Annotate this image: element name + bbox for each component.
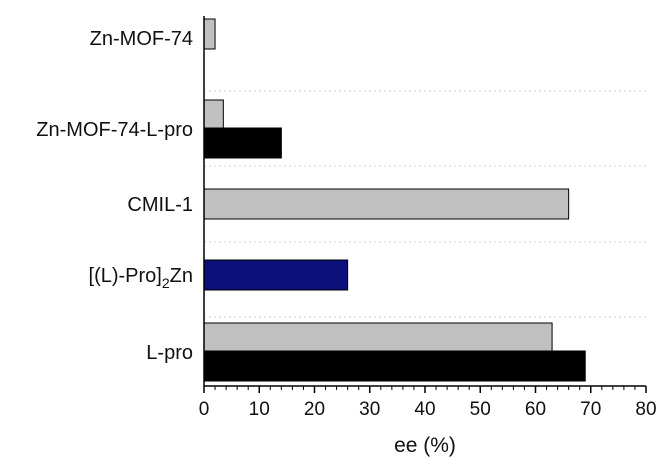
- bar-2-1: [203, 99, 224, 131]
- category-label-5: L-pro: [146, 342, 193, 364]
- bars: [203, 18, 586, 382]
- bar-1-1: [203, 18, 216, 50]
- x-tick-label-30: 30: [359, 399, 380, 420]
- x-tick-label-70: 70: [580, 399, 601, 420]
- x-tick-label-20: 20: [304, 399, 325, 420]
- x-tick-label-0: 0: [199, 399, 210, 420]
- category-label-4: [(L)-Pro]2Zn: [89, 265, 193, 291]
- category-label-1: Zn-MOF-74: [90, 28, 193, 50]
- x-tick-label-60: 60: [525, 399, 546, 420]
- x-axis-ticks: 0 10 20 30 40 50 60 70 80: [199, 386, 657, 420]
- bar-4-1: [203, 259, 349, 291]
- x-tick-label-40: 40: [414, 399, 435, 420]
- category-labels: Zn-MOF-74 Zn-MOF-74-L-pro CMIL-1 [(L)-Pro]2…: [36, 28, 193, 364]
- x-tick-label-10: 10: [249, 399, 270, 420]
- bar-2-2: [203, 127, 282, 159]
- bar-3-1: [203, 188, 570, 220]
- grid-lines: [204, 90, 646, 318]
- category-label-2: Zn-MOF-74-L-pro: [36, 119, 193, 141]
- x-tick-label-80: 80: [635, 399, 656, 420]
- bar-5-1: [203, 322, 553, 354]
- bar-5-2: [203, 350, 586, 382]
- x-tick-label-50: 50: [470, 399, 491, 420]
- category-label-3: CMIL-1: [127, 194, 193, 216]
- x-axis-title: ee (%): [394, 434, 456, 457]
